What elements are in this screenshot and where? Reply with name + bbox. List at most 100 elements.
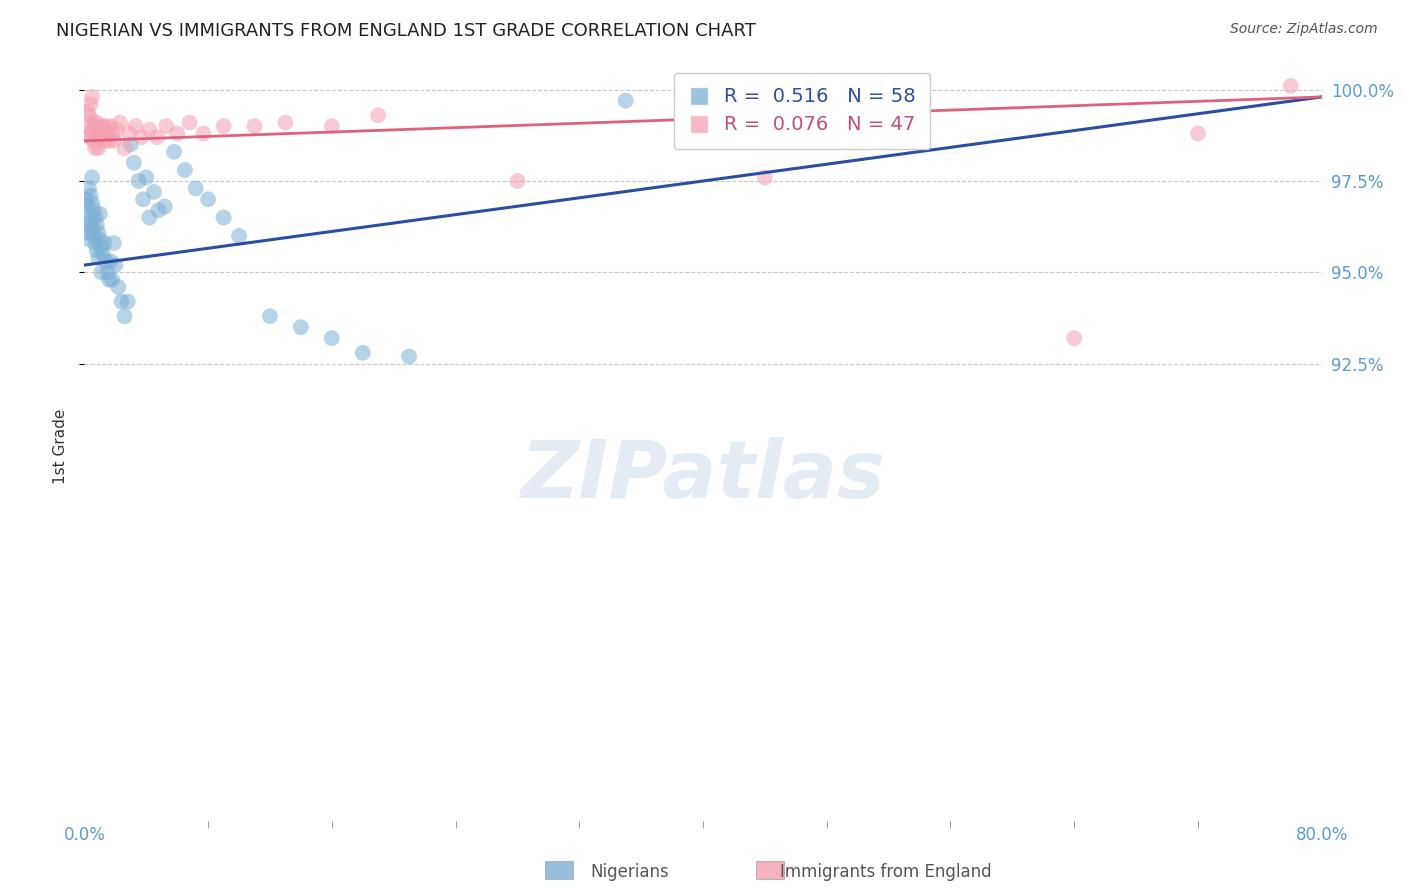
Point — [101, 127, 124, 141]
Point — [114, 310, 136, 324]
Point — [77, 181, 100, 195]
Text: Immigrants from England: Immigrants from England — [780, 863, 993, 881]
Point — [79, 97, 101, 112]
Point — [398, 350, 420, 364]
Point — [76, 104, 98, 119]
Point — [127, 174, 149, 188]
Point — [98, 134, 121, 148]
Point — [274, 115, 297, 129]
Point — [155, 119, 177, 133]
Point — [84, 141, 107, 155]
Point — [75, 192, 97, 206]
Legend: R =  0.516   N = 58, R =  0.076   N = 47: R = 0.516 N = 58, R = 0.076 N = 47 — [673, 73, 931, 149]
Point — [367, 108, 389, 122]
Text: Source: ZipAtlas.com: Source: ZipAtlas.com — [1230, 22, 1378, 37]
Point — [84, 119, 107, 133]
Point — [83, 203, 105, 218]
Point — [90, 240, 112, 254]
Point — [1279, 78, 1302, 93]
Text: NIGERIAN VS IMMIGRANTS FROM ENGLAND 1ST GRADE CORRELATION CHART: NIGERIAN VS IMMIGRANTS FROM ENGLAND 1ST … — [56, 22, 756, 40]
Point — [1063, 331, 1085, 345]
Point — [93, 236, 115, 251]
Point — [76, 225, 98, 239]
Point — [614, 94, 637, 108]
Point — [108, 115, 131, 129]
Point — [82, 123, 104, 137]
Point — [96, 265, 118, 279]
Point — [87, 251, 110, 265]
Point — [100, 119, 122, 133]
Point — [243, 119, 266, 133]
Point — [75, 218, 97, 232]
Point — [104, 258, 127, 272]
Point — [79, 188, 101, 202]
Point — [103, 134, 125, 148]
Point — [212, 211, 235, 225]
Point — [352, 346, 374, 360]
Point — [75, 119, 97, 133]
Point — [86, 115, 108, 129]
Point — [101, 273, 124, 287]
Text: Nigerians: Nigerians — [591, 863, 669, 881]
Point — [259, 310, 281, 324]
Point — [93, 134, 115, 148]
Point — [77, 207, 100, 221]
Point — [212, 119, 235, 133]
Point — [179, 115, 201, 129]
Point — [107, 280, 129, 294]
Point — [89, 232, 111, 246]
Point — [90, 265, 112, 279]
Y-axis label: 1st Grade: 1st Grade — [52, 409, 67, 483]
Point — [174, 163, 197, 178]
Point — [100, 254, 122, 268]
Point — [83, 115, 105, 129]
Point — [135, 170, 157, 185]
Point — [131, 130, 153, 145]
Point — [84, 236, 107, 251]
Point — [82, 221, 104, 235]
Point — [86, 218, 108, 232]
Point — [132, 192, 155, 206]
Point — [117, 294, 139, 309]
Point — [321, 119, 343, 133]
Point — [87, 225, 110, 239]
Point — [84, 211, 107, 225]
Point — [89, 207, 111, 221]
Point — [83, 134, 105, 148]
Point — [87, 141, 110, 155]
Point — [146, 130, 169, 145]
Point — [166, 127, 188, 141]
Point — [193, 127, 215, 141]
Point — [98, 273, 121, 287]
Point — [77, 108, 100, 122]
Point — [124, 119, 146, 133]
Point — [754, 170, 776, 185]
Point — [82, 170, 104, 185]
Point — [228, 228, 250, 243]
Bar — [756, 862, 785, 880]
Point — [79, 214, 101, 228]
Point — [86, 130, 108, 145]
Point — [118, 127, 141, 141]
Point — [120, 137, 142, 152]
Point — [1187, 127, 1209, 141]
Point — [91, 247, 114, 261]
Point — [122, 155, 145, 169]
Point — [82, 196, 104, 211]
Point — [163, 145, 186, 159]
Point — [153, 200, 176, 214]
Point — [184, 181, 207, 195]
Point — [79, 127, 101, 141]
Point — [94, 254, 117, 268]
Point — [138, 123, 160, 137]
Point — [77, 232, 100, 246]
Point — [83, 228, 105, 243]
Point — [148, 203, 170, 218]
Point — [89, 127, 111, 141]
Point — [321, 331, 343, 345]
Point — [197, 192, 219, 206]
Point — [94, 119, 117, 133]
Point — [506, 174, 529, 188]
Point — [77, 130, 100, 145]
Point — [86, 244, 108, 258]
